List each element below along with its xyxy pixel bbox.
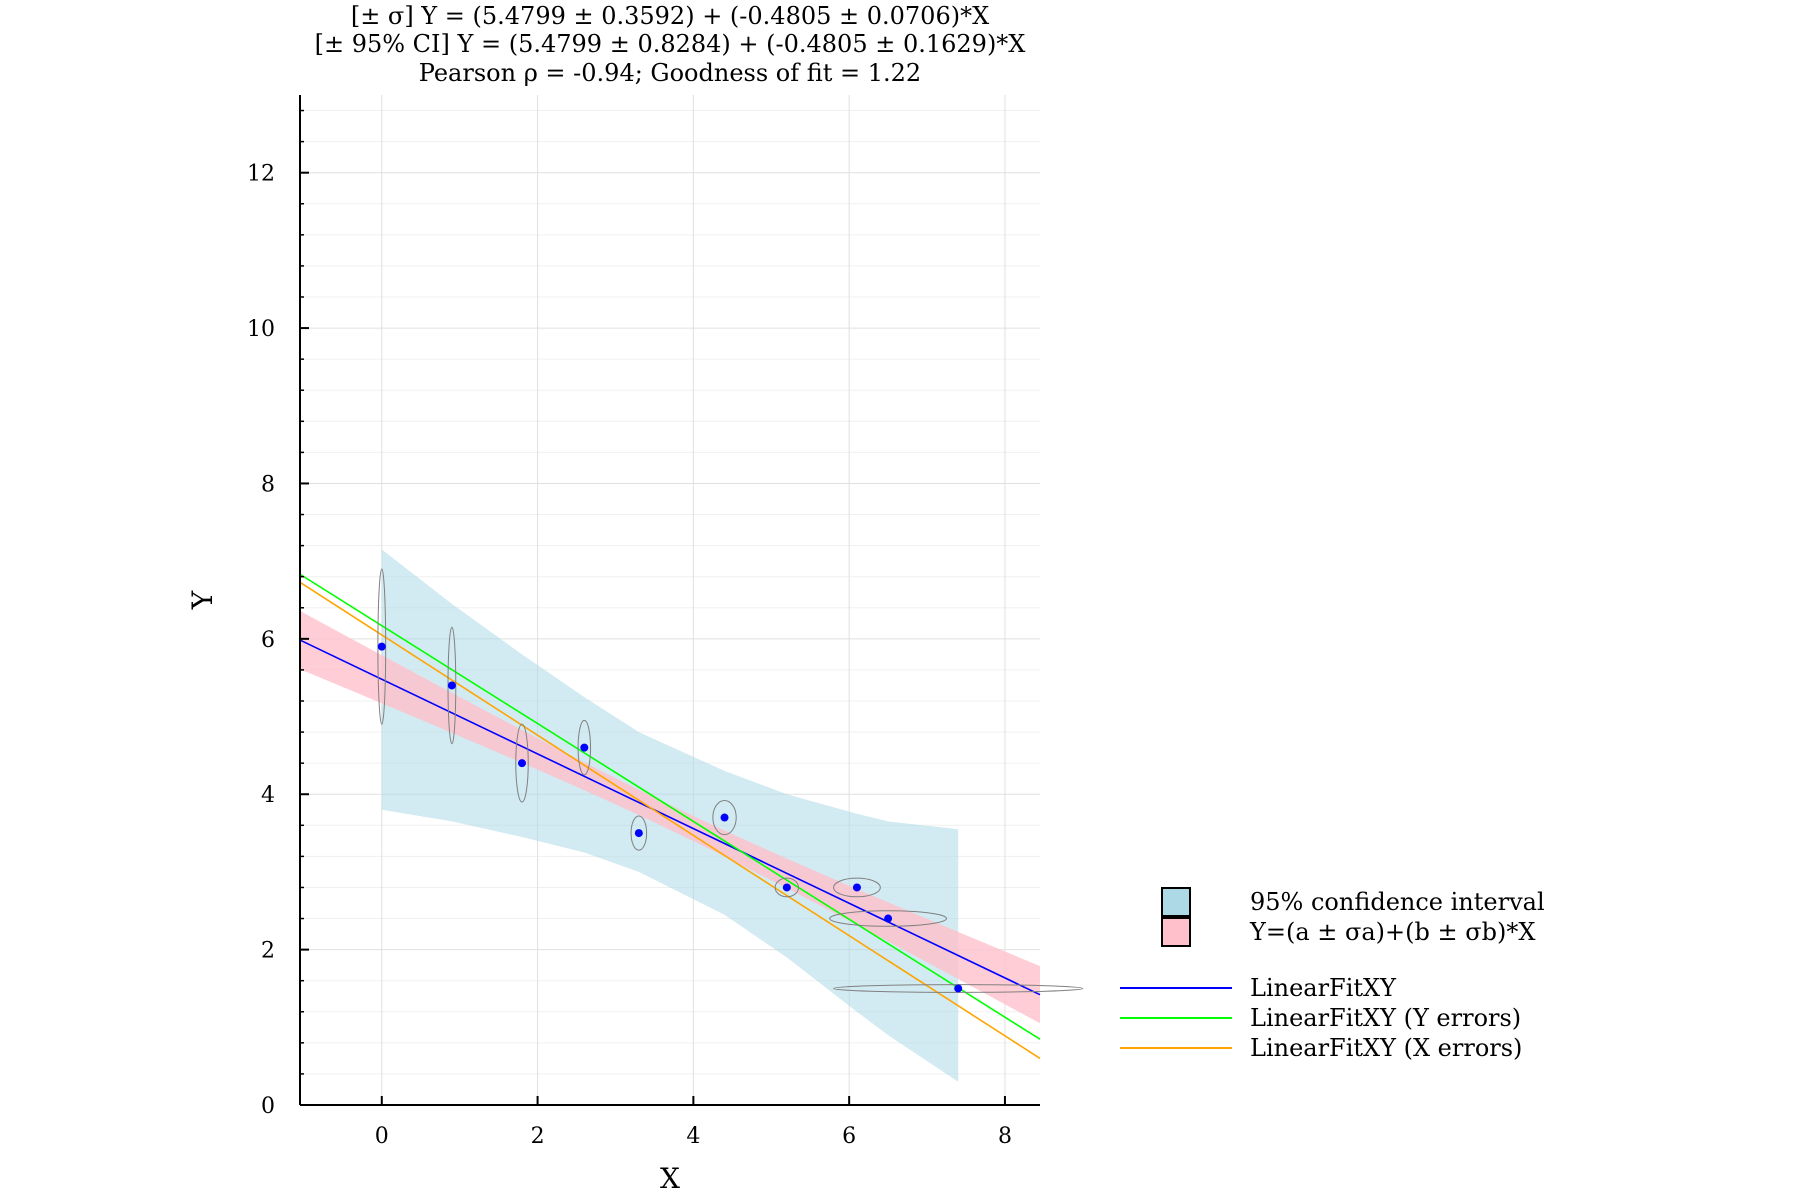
x-axis-label: X <box>660 1162 680 1195</box>
tick-labels: 0 2 4 6 8 10 12 0 2 4 6 8 <box>247 162 1012 1149</box>
data-point <box>447 681 456 690</box>
legend-label: LinearFitXY <box>1250 974 1397 1002</box>
legend-label: LinearFitXY (X errors) <box>1250 1034 1522 1062</box>
data-point <box>884 914 893 923</box>
y-tick-label: 10 <box>247 317 275 342</box>
bands <box>300 549 1040 1082</box>
axes <box>299 95 1040 1106</box>
fit-line <box>299 639 1041 996</box>
legend-label: LinearFitXY (Y errors) <box>1250 1004 1521 1032</box>
data-points <box>377 642 963 993</box>
data-point <box>852 883 861 892</box>
legend-swatch <box>1161 887 1191 917</box>
y-tick-label: 0 <box>261 1094 275 1119</box>
x-tick-label: 4 <box>686 1124 700 1149</box>
legend-swatch <box>1161 917 1191 947</box>
error-ellipse <box>829 910 948 927</box>
legend-label: 95% confidence interval <box>1250 888 1545 916</box>
y-tick-label: 4 <box>261 783 275 808</box>
data-point <box>954 984 963 993</box>
data-point <box>518 759 526 768</box>
error-ellipse <box>774 877 800 898</box>
fit-line <box>299 581 1041 1060</box>
data-point <box>580 743 589 752</box>
chart-title: [± σ] Y = (5.4799 ± 0.3592) + (-0.4805 ±… <box>315 2 1026 87</box>
data-point <box>720 813 729 822</box>
error-ellipse <box>630 815 648 851</box>
title-line-3: Pearson ρ = -0.94; Goodness of fit = 1.2… <box>419 59 921 87</box>
y-tick-label: 8 <box>261 472 275 497</box>
x-tick-label: 2 <box>531 1124 545 1149</box>
error-ellipse <box>515 723 529 803</box>
y-axis-label: Y <box>186 590 219 610</box>
error-ellipse <box>577 719 592 776</box>
x-tick-label: 0 <box>375 1124 389 1149</box>
y-tick-label: 6 <box>261 628 275 653</box>
y-tick-label: 12 <box>247 162 275 187</box>
title-line-1: [± σ] Y = (5.4799 ± 0.3592) + (-0.4805 ±… <box>351 2 989 30</box>
data-point <box>377 642 386 651</box>
error-ellipse <box>712 799 737 836</box>
data-point <box>634 829 643 838</box>
x-tick-label: 6 <box>842 1124 856 1149</box>
x-tick-label: 8 <box>998 1124 1012 1149</box>
data-point <box>782 883 791 892</box>
fit-line <box>299 573 1041 1040</box>
title-line-2: [± 95% CI] Y = (5.4799 ± 0.8284) + (-0.4… <box>315 30 1026 58</box>
error-ellipse <box>833 877 881 898</box>
legend-label: Y=(a ± σa)+(b ± σb)*X <box>1249 918 1535 946</box>
y-tick-label: 2 <box>261 939 275 964</box>
fit-lines <box>299 573 1041 1060</box>
